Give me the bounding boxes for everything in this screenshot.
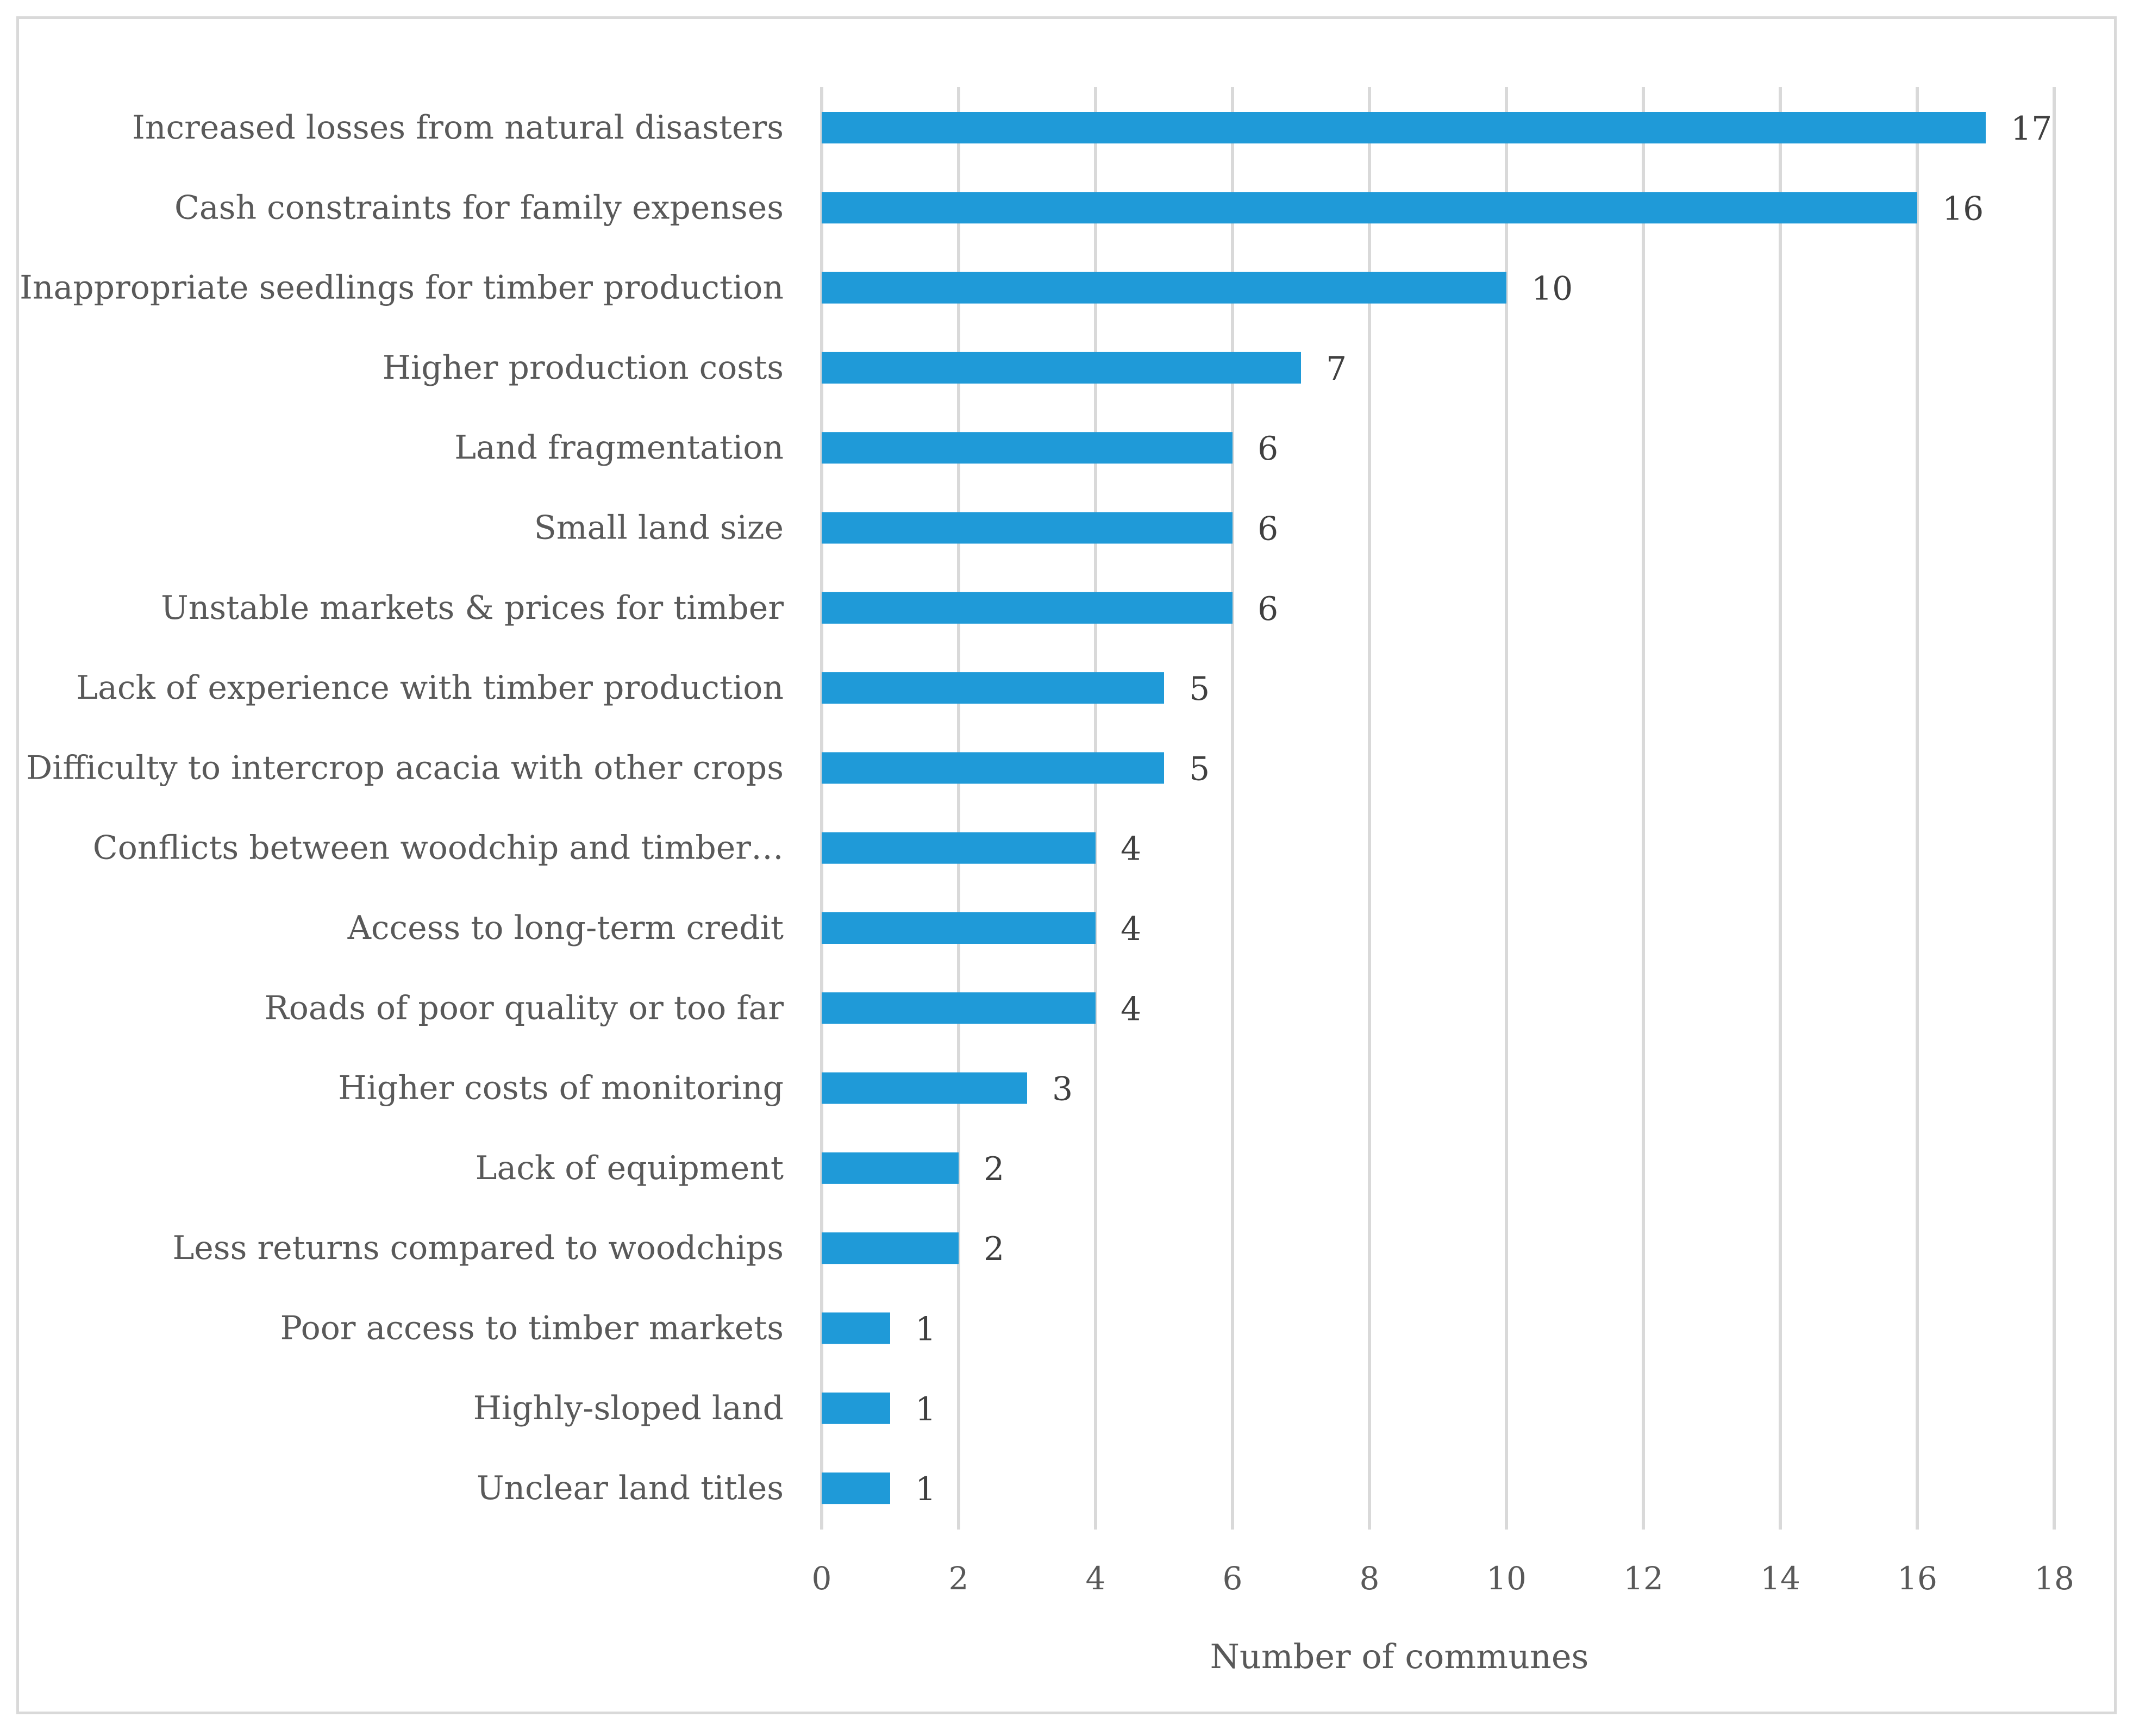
category-labels: Increased losses from natural disasters C… — [20, 109, 784, 1507]
x-tick-label: 10 — [1486, 1560, 1527, 1597]
bar — [822, 752, 1164, 784]
bar — [822, 512, 1233, 544]
data-label: 1 — [915, 1390, 936, 1428]
x-tick-label: 12 — [1623, 1560, 1663, 1597]
data-label: 2 — [984, 1150, 1004, 1188]
data-label: 17 — [2011, 110, 2052, 148]
category-label: Difficulty to intercrop acacia with othe… — [26, 749, 784, 787]
bar — [822, 1152, 959, 1184]
x-tick-label: 14 — [1760, 1560, 1800, 1597]
data-label: 16 — [1942, 190, 1984, 228]
bar — [822, 1312, 890, 1344]
category-label: Cash constraints for family expenses — [174, 189, 784, 227]
category-label: Higher costs of monitoring — [338, 1069, 784, 1107]
data-labels: 17 16 10 7 6 6 6 5 5 4 4 4 3 2 2 1 1 1 — [915, 110, 2052, 1508]
data-label: 3 — [1052, 1070, 1073, 1108]
data-label: 4 — [1121, 830, 1141, 868]
category-label: Roads of poor quality or too far — [265, 989, 784, 1027]
bar — [822, 432, 1233, 464]
bars — [822, 112, 1986, 1505]
data-label: 1 — [915, 1311, 936, 1349]
data-label: 1 — [915, 1470, 936, 1508]
data-label: 4 — [1121, 910, 1141, 948]
x-tick-label: 0 — [812, 1560, 832, 1597]
category-label: Unstable markets & prices for timber — [161, 589, 784, 627]
category-label: Higher production costs — [383, 349, 784, 387]
data-label: 6 — [1258, 430, 1278, 468]
bar — [822, 352, 1301, 384]
data-label: 4 — [1121, 990, 1141, 1028]
bar — [822, 1392, 890, 1424]
category-label: Access to long-term credit — [347, 909, 784, 947]
x-tick-label: 18 — [2034, 1560, 2074, 1597]
category-label: Highly-sloped land — [473, 1389, 784, 1427]
bar — [822, 672, 1164, 704]
bar — [822, 1232, 959, 1264]
bar — [822, 1072, 1027, 1104]
category-label: Less returns compared to woodchips — [172, 1229, 784, 1267]
bar — [822, 272, 1506, 304]
data-label: 5 — [1189, 670, 1210, 708]
x-tick-label: 16 — [1897, 1560, 1937, 1597]
data-label: 6 — [1258, 590, 1278, 628]
x-tick-label: 8 — [1360, 1560, 1380, 1597]
bar — [822, 832, 1096, 864]
bar — [822, 112, 1986, 143]
category-label: Poor access to timber markets — [280, 1309, 784, 1348]
bar — [822, 592, 1233, 624]
data-label: 10 — [1531, 270, 1573, 308]
bar — [822, 992, 1096, 1024]
category-label: Small land size — [534, 509, 784, 547]
data-label: 7 — [1326, 350, 1347, 388]
category-label: Lack of equipment — [476, 1149, 784, 1187]
x-tick-label: 6 — [1223, 1560, 1243, 1597]
data-label: 2 — [984, 1230, 1004, 1268]
category-label: Lack of experience with timber productio… — [76, 669, 784, 707]
gridlines — [820, 87, 2056, 1530]
data-label: 5 — [1189, 750, 1210, 788]
category-label: Conflicts between woodchip and timber… — [93, 829, 784, 867]
x-axis-title: Number of communes — [1210, 1637, 1589, 1676]
bar — [822, 912, 1096, 944]
category-label: Unclear land titles — [477, 1469, 784, 1507]
x-tick-label: 2 — [949, 1560, 969, 1597]
data-label: 6 — [1258, 510, 1278, 548]
x-tick-label: 4 — [1086, 1560, 1106, 1597]
category-label: Increased losses from natural disasters — [132, 109, 784, 147]
x-tick-labels: 0 2 4 6 8 10 12 14 16 18 — [812, 1560, 2074, 1597]
bar — [822, 1472, 890, 1505]
category-label: Land fragmentation — [454, 429, 784, 467]
category-label: Inappropriate seedlings for timber produ… — [20, 269, 784, 307]
bar — [822, 192, 1917, 224]
